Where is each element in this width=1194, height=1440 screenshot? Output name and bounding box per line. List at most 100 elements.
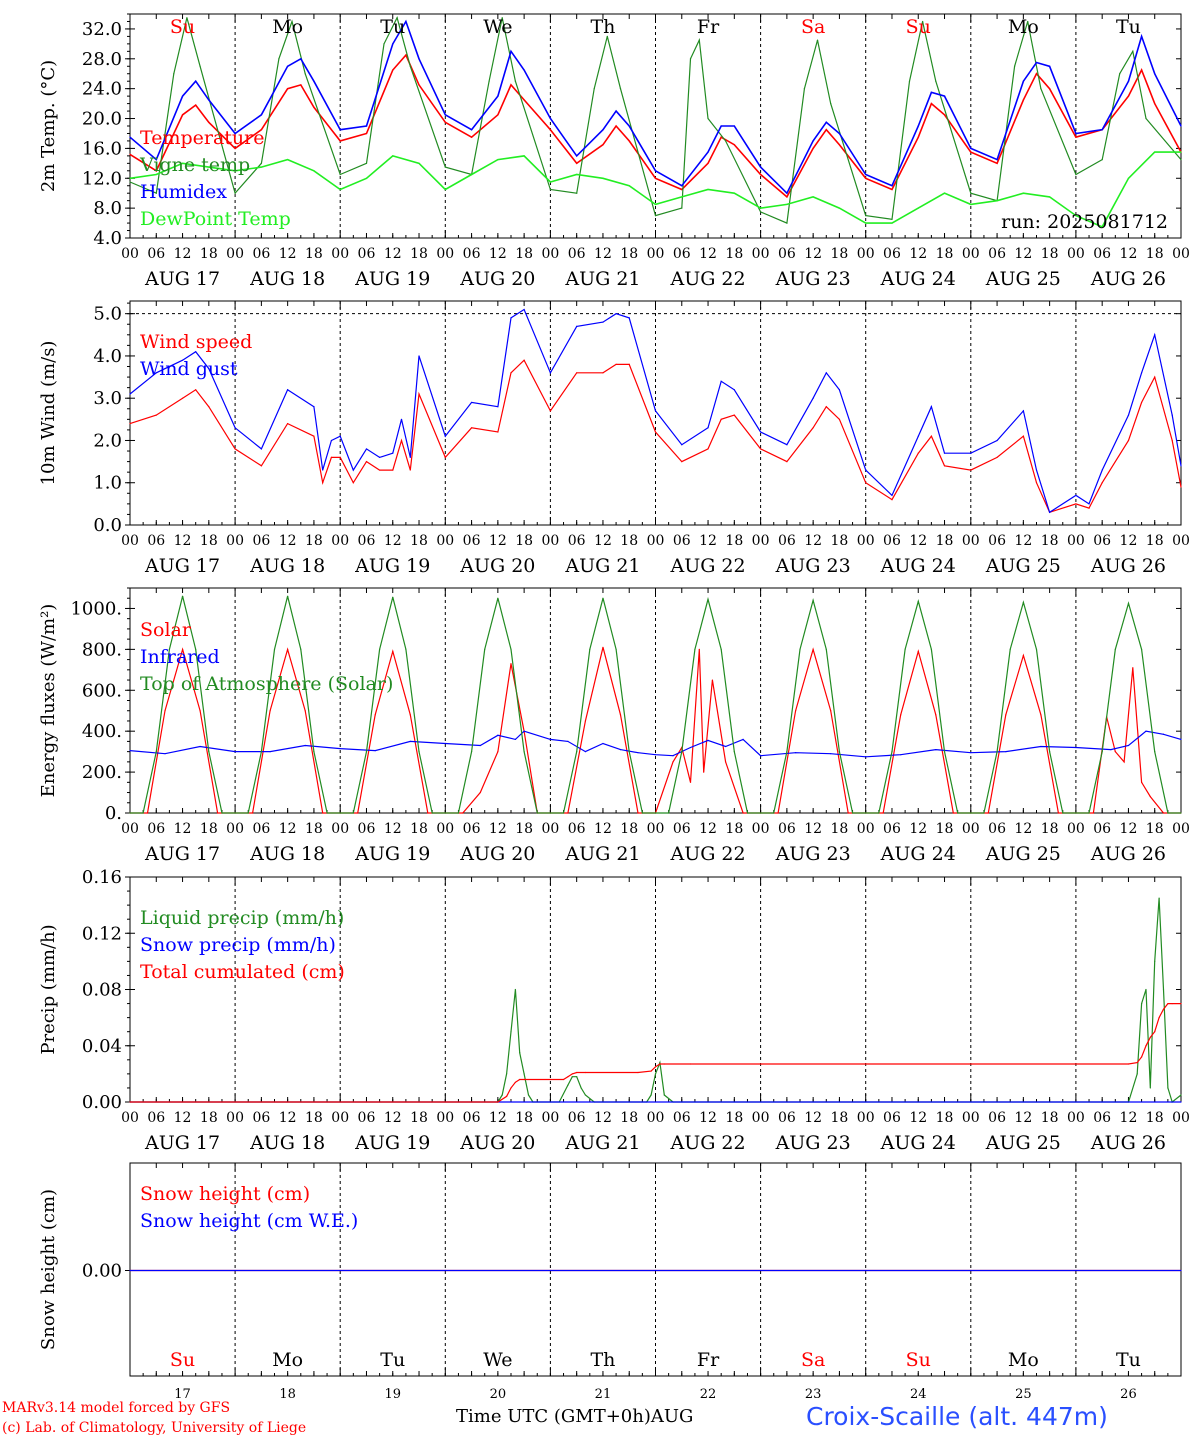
data-point — [234, 192, 236, 194]
data-point — [501, 17, 503, 19]
x-hour-label: 12 — [384, 1110, 402, 1126]
data-point — [470, 401, 473, 404]
x-day-label: AUG 17 — [144, 555, 220, 577]
x-hour-label: 06 — [358, 821, 376, 837]
data-point — [930, 103, 932, 105]
data-point — [549, 188, 552, 191]
x-hour-label: 06 — [673, 533, 691, 549]
x-hour-label: 12 — [279, 1110, 297, 1126]
data-point — [1022, 435, 1024, 437]
x-day-label: AUG 22 — [669, 1132, 745, 1154]
data-point — [943, 114, 946, 116]
data-point — [234, 147, 236, 149]
data-point — [602, 742, 604, 745]
data-point — [234, 448, 236, 450]
data-point — [1140, 781, 1143, 783]
x-hour-label: 00 — [541, 1110, 559, 1126]
x-day-label: AUG 26 — [1090, 843, 1166, 865]
data-point — [970, 452, 972, 454]
data-point — [155, 159, 157, 161]
data-point — [155, 173, 157, 176]
data-point — [444, 812, 446, 814]
data-point — [536, 812, 538, 814]
data-point — [501, 1094, 503, 1096]
x-hour-label: 00 — [331, 246, 349, 262]
day-number-label: 18 — [279, 1387, 296, 1400]
data-point — [1127, 439, 1130, 442]
data-point — [957, 812, 959, 814]
data-point — [733, 125, 735, 127]
data-point — [1162, 988, 1165, 991]
data-point — [313, 80, 315, 82]
data-point — [523, 1073, 525, 1075]
data-point — [707, 448, 709, 450]
x-hour-label: 06 — [358, 1110, 376, 1126]
x-hour-label: 00 — [857, 246, 875, 262]
data-point — [689, 746, 692, 749]
data-point — [1154, 751, 1156, 753]
data-point — [523, 69, 525, 71]
data-point — [593, 88, 595, 90]
series-line-vigne-temp — [129, 16, 1182, 224]
x-hour-label: 06 — [568, 1110, 586, 1126]
data-point — [352, 812, 354, 814]
data-point — [641, 812, 643, 814]
data-point — [352, 482, 354, 484]
data-point — [891, 218, 893, 220]
day-number-label: 22 — [700, 1387, 717, 1400]
data-point — [606, 35, 608, 38]
x-hour-label: 18 — [305, 246, 323, 262]
data-point — [514, 988, 516, 991]
data-point — [1149, 1087, 1151, 1089]
data-point — [576, 1071, 578, 1074]
data-point — [142, 812, 144, 814]
x-hour-label: 06 — [883, 533, 901, 549]
x-hour-label: 06 — [358, 246, 376, 262]
data-point — [405, 54, 407, 56]
y-tick-label: 800. — [82, 639, 122, 660]
data-point — [1145, 730, 1147, 732]
x-hour-label: 18 — [620, 246, 638, 262]
data-point — [1114, 751, 1116, 753]
data-point — [602, 597, 604, 599]
data-point — [760, 166, 762, 168]
data-point — [584, 1071, 587, 1074]
data-point — [663, 1063, 665, 1065]
y-tick-label: 0.00 — [82, 1092, 122, 1113]
weekday-label: Fr — [697, 1349, 720, 1371]
data-point — [1022, 601, 1024, 603]
data-point — [659, 1063, 661, 1065]
data-point — [1075, 812, 1077, 814]
data-point — [519, 1078, 521, 1081]
data-point — [970, 151, 972, 153]
data-point — [1049, 65, 1051, 67]
x-hour-label: 00 — [1172, 246, 1190, 262]
data-point — [654, 754, 657, 756]
data-point — [339, 188, 341, 191]
x-hour-label: 06 — [568, 246, 586, 262]
data-point — [760, 812, 762, 814]
data-point — [707, 151, 709, 153]
x-hour-label: 12 — [489, 246, 507, 262]
data-point — [510, 372, 512, 374]
x-day-label: AUG 20 — [459, 1132, 535, 1154]
x-hour-label: 06 — [252, 1110, 270, 1126]
data-point — [1180, 738, 1182, 740]
data-point — [287, 159, 289, 161]
data-point — [365, 751, 368, 753]
x-day-label: AUG 19 — [354, 843, 430, 865]
y-tick-label: 0. — [105, 803, 122, 824]
x-hour-label: 00 — [647, 1110, 665, 1126]
data-point — [1180, 125, 1182, 127]
data-point — [571, 1076, 573, 1078]
x-day-label: AUG 23 — [775, 555, 851, 577]
data-point — [1180, 812, 1182, 814]
x-hour-label: 00 — [436, 533, 454, 549]
y-tick-label: 600. — [82, 680, 122, 701]
x-hour-label: 06 — [778, 246, 796, 262]
data-point — [1136, 1073, 1138, 1075]
data-point — [698, 648, 700, 650]
x-hour-label: 06 — [883, 1110, 901, 1126]
x-hour-label: 18 — [831, 821, 849, 837]
x-hour-label: 06 — [463, 821, 481, 837]
